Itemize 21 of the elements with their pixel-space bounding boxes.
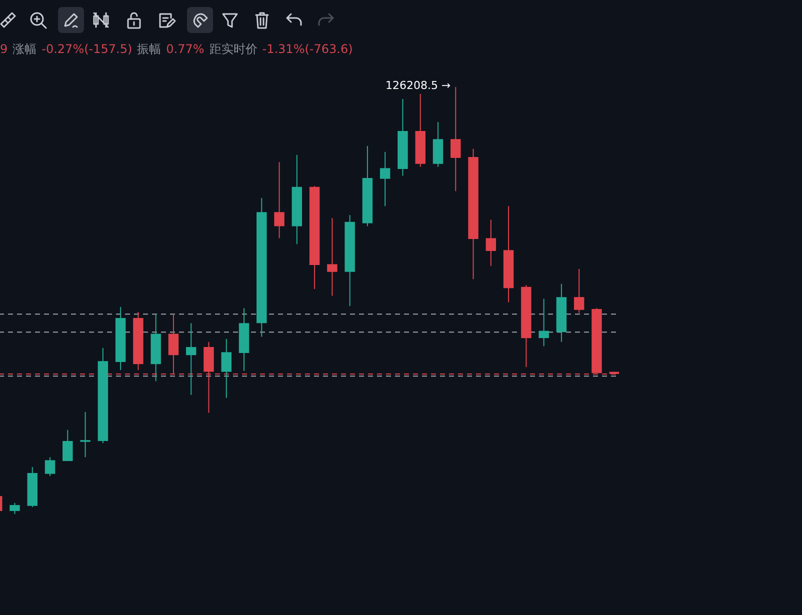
candlestick <box>274 162 284 239</box>
candlestick <box>186 322 196 396</box>
text: 距实时价 <box>209 42 258 56</box>
candlestick <box>221 338 232 398</box>
text: 9 <box>0 42 8 56</box>
text: -0.27%(-157.5) <box>42 42 132 56</box>
text: 振幅 <box>137 42 162 56</box>
candlestick <box>62 429 73 462</box>
candlestick <box>486 219 496 266</box>
candlestick <box>574 268 584 314</box>
text: -1.31%(-763.6) <box>262 42 353 56</box>
text: 0.77% <box>166 42 204 56</box>
candlestick <box>327 218 338 296</box>
candlestick <box>80 411 90 458</box>
annotation: 126208.5 → <box>386 79 451 92</box>
candlestick <box>538 298 549 347</box>
candlestick <box>380 151 390 207</box>
candlestick <box>450 86 461 192</box>
text: 涨幅 <box>12 42 37 56</box>
candlestick <box>44 456 56 476</box>
candlestick <box>10 502 20 514</box>
